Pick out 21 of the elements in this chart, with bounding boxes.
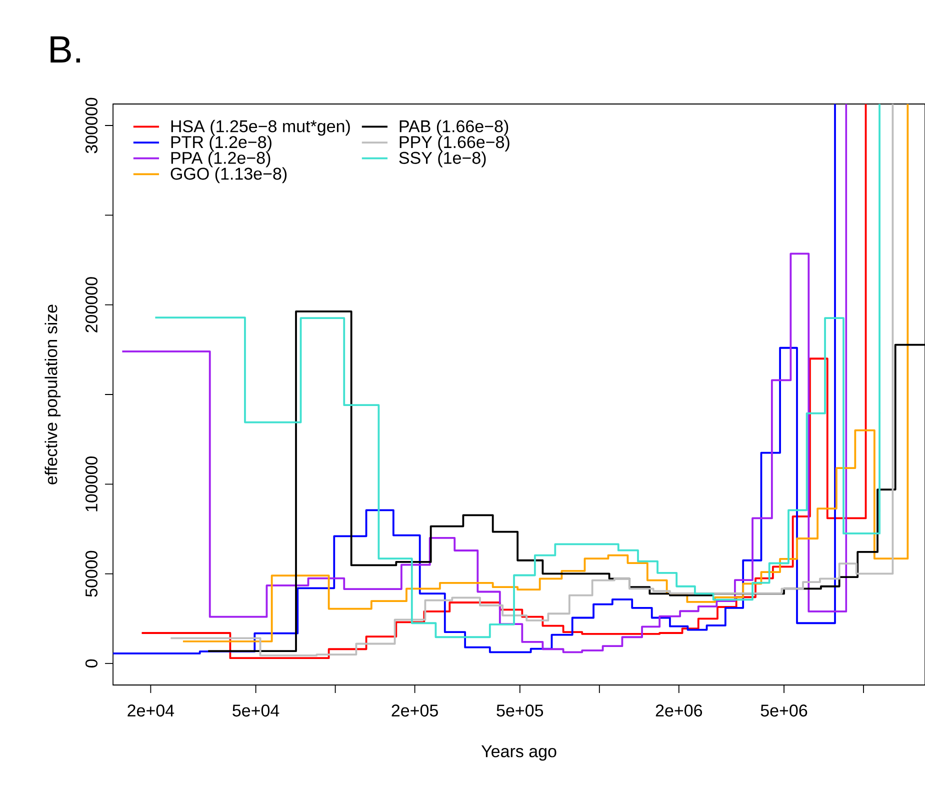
- legend-label: SSY (1e−8): [399, 151, 486, 168]
- legend-label: GGO (1.13e−8): [170, 167, 287, 184]
- x-tick-label: 2e+05: [392, 704, 438, 717]
- y-axis-title: effective population size: [44, 304, 61, 484]
- chart-title: B.: [50, 36, 80, 63]
- legend-label: PPY (1.66e−8): [400, 136, 510, 152]
- y-tick-label: 200000: [85, 277, 98, 332]
- legend-label: PAB (1.66e−8): [400, 120, 508, 136]
- y-tick-label: 0: [85, 659, 98, 668]
- x-tick-label: 2e+04: [128, 704, 174, 717]
- x-tick-label: 2e+06: [656, 704, 702, 717]
- x-axis-title: Years ago: [481, 745, 556, 761]
- legend-label: PTR (1.2e−8): [171, 136, 272, 152]
- y-tick-label: 300000: [85, 98, 98, 154]
- y-tick-label: 50000: [85, 550, 98, 597]
- legend-label: PPA (1.2e−8): [171, 151, 270, 168]
- x-tick-label: 5e+04: [232, 704, 280, 717]
- y-tick-label: 100000: [85, 456, 98, 512]
- x-tick-label: 5e+05: [496, 704, 544, 717]
- x-tick-label: 5e+06: [760, 704, 808, 717]
- legend-label: HSA (1.25e−8 mut*gen): [171, 120, 350, 136]
